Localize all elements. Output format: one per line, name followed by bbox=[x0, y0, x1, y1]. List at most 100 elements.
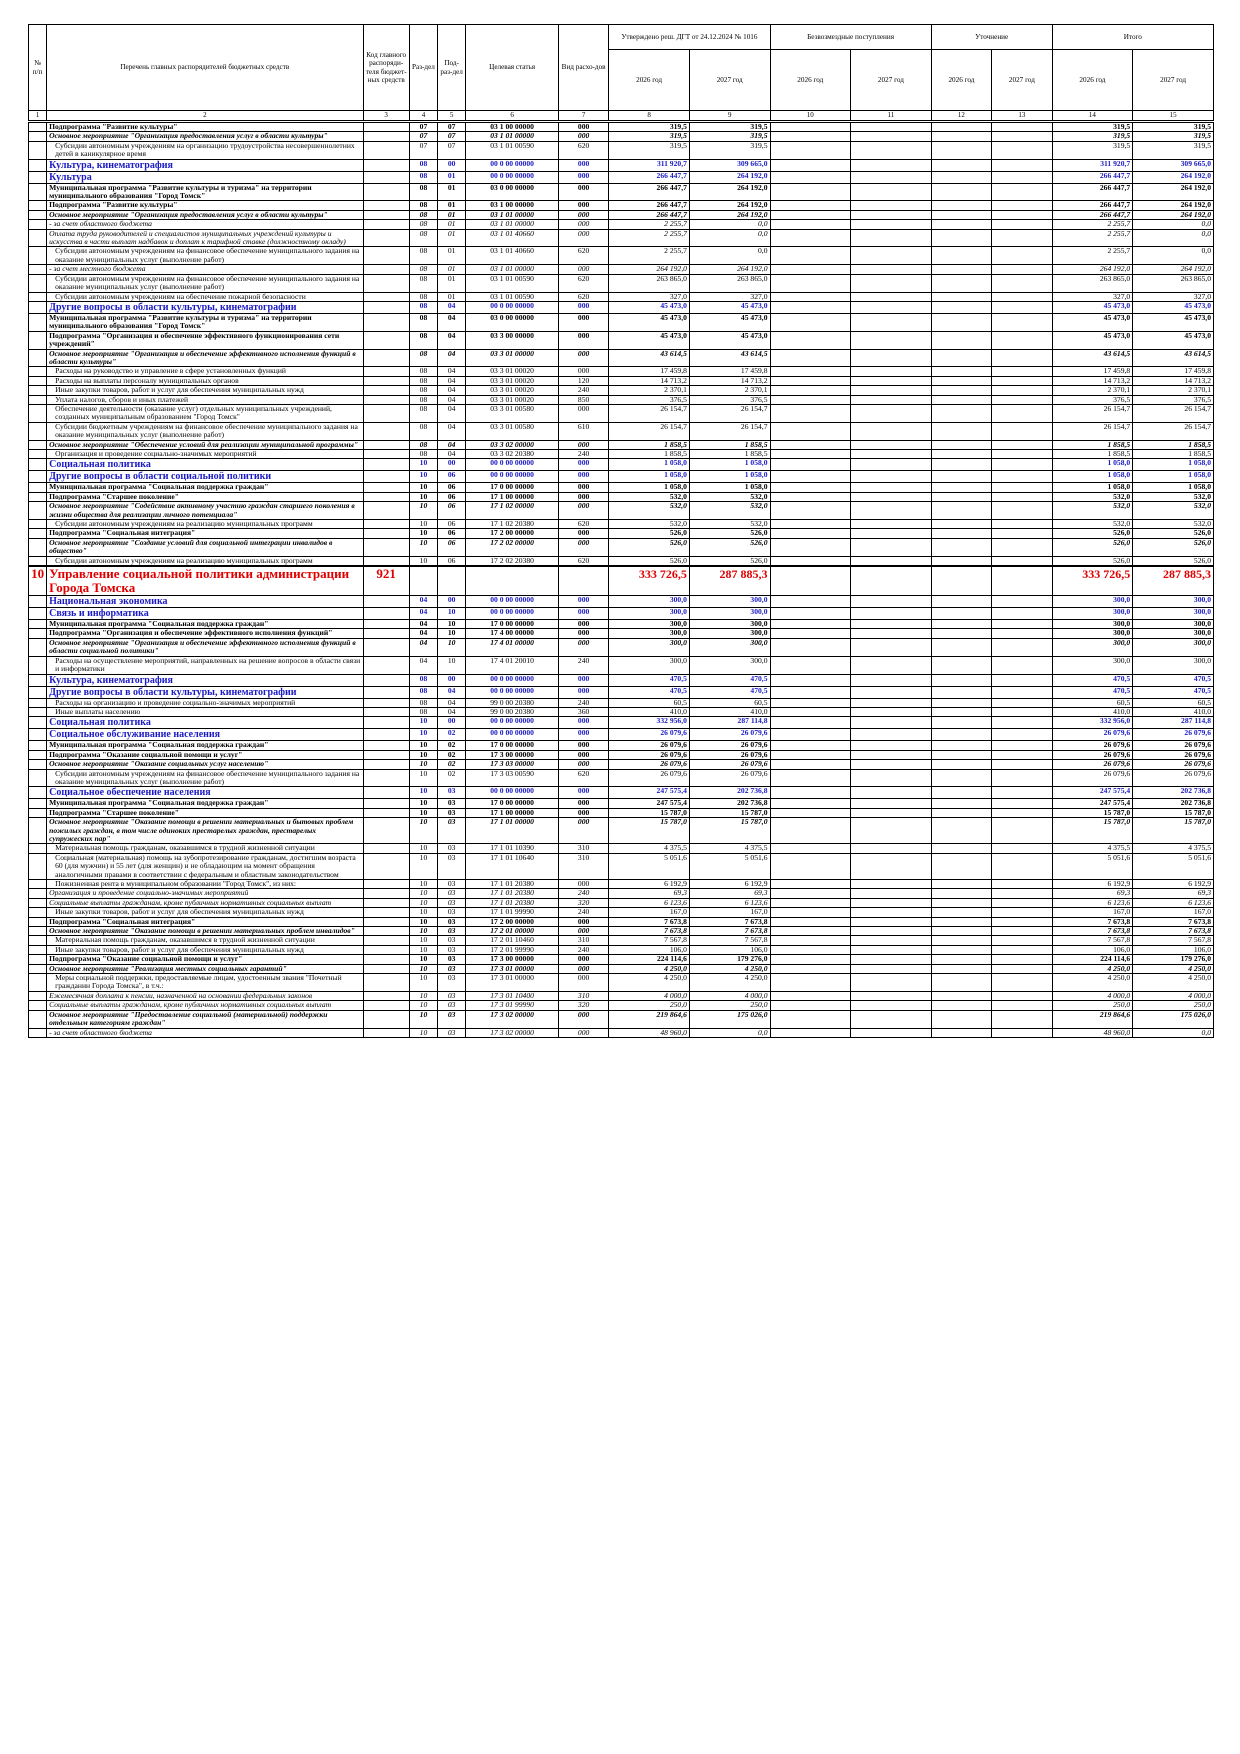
cell-podrazdel: 06 bbox=[437, 491, 467, 503]
cell-total-2026: 26 079,6 bbox=[1051, 749, 1134, 761]
cell-vid: 620 bbox=[557, 246, 610, 266]
cell-free-2027 bbox=[850, 273, 932, 293]
cell-total-2027: 167,0 bbox=[1132, 907, 1214, 918]
cell-free-2026 bbox=[769, 528, 852, 539]
cell-refine-2027 bbox=[991, 954, 1053, 965]
cell-name: Оплата труда руководителей и специалисто… bbox=[46, 228, 364, 248]
cell-approved-2026: 264 192,0 bbox=[608, 264, 690, 275]
table-row: Субсидии бюджетным учреждениям на финанс… bbox=[27, 421, 1214, 441]
cell-total-2027: 300,0 bbox=[1132, 655, 1214, 675]
cell-total-2027: 45 473,0 bbox=[1132, 330, 1214, 350]
cell-total-2027: 1 058,0 bbox=[1132, 482, 1214, 493]
cell-name: Субсидии автономным учреждениям на обесп… bbox=[46, 291, 364, 302]
cell-refine-2027 bbox=[991, 519, 1053, 530]
table-row: Культура 08 01 00 0 00 00000 000 266 447,7 264… bbox=[27, 170, 1214, 184]
table-row: Социальные выплаты гражданам, кроме публ… bbox=[27, 897, 1214, 909]
cell-total-2027: 4 000,0 bbox=[1132, 990, 1214, 1002]
table-row: Другие вопросы в области социальной поли… bbox=[27, 470, 1214, 484]
cell-total-2027: 264 192,0 bbox=[1132, 209, 1214, 221]
cell-approved-2026: 266 447,7 bbox=[608, 200, 690, 211]
cell-total-2026: 532,0 bbox=[1051, 501, 1134, 521]
cell-code bbox=[362, 759, 410, 770]
cell-free-2026 bbox=[769, 935, 852, 946]
cell-vid: 000 bbox=[557, 458, 610, 472]
cell-name: Основное мероприятие "Предоставление соц… bbox=[46, 1009, 364, 1029]
cell-refine-2027 bbox=[991, 182, 1053, 202]
cell-refine-2026 bbox=[930, 878, 993, 890]
cell-name: Социальная политика bbox=[46, 716, 364, 730]
cell-refine-2027 bbox=[991, 228, 1053, 248]
cell-vid: 310 bbox=[557, 990, 610, 1002]
cell-num bbox=[27, 817, 48, 845]
cell-vid: 000 bbox=[557, 528, 610, 539]
header-year-2027: 2027 год bbox=[850, 49, 932, 111]
cell-code: 921 bbox=[362, 565, 410, 597]
cell-total-2027: 6 192,9 bbox=[1132, 878, 1214, 890]
cell-total-2026: 263 865,0 bbox=[1051, 273, 1134, 293]
cell-podrazdel: 00 bbox=[437, 595, 467, 609]
header-approved: Утверждено реш. ДГТ от 24.12.2024 № 1016 bbox=[608, 24, 771, 50]
cell-approved-2027: 526,0 bbox=[688, 537, 771, 557]
cell-total-2026: 1 058,0 bbox=[1051, 470, 1134, 484]
cell-num bbox=[27, 403, 48, 423]
cell-num bbox=[27, 786, 48, 800]
cell-approved-2027: 410,0 bbox=[688, 706, 771, 718]
cell-code bbox=[362, 439, 410, 451]
table-row: Муниципальная программа "Развитие культу… bbox=[27, 312, 1214, 332]
cell-refine-2026 bbox=[930, 706, 993, 718]
cell-razdel: 10 bbox=[408, 482, 439, 493]
cell-name: Расходы на осуществление мероприятий, на… bbox=[46, 655, 364, 675]
cell-total-2027: 7 567,8 bbox=[1132, 935, 1214, 946]
cell-article: 17 3 03 00000 bbox=[465, 759, 559, 770]
header-article: Целевая статья bbox=[465, 24, 559, 111]
cell-refine-2027 bbox=[991, 1000, 1053, 1011]
cell-free-2026 bbox=[769, 200, 852, 211]
cell-total-2026: 2 255,7 bbox=[1051, 219, 1134, 230]
cell-num bbox=[27, 519, 48, 530]
cell-refine-2027 bbox=[991, 916, 1053, 928]
cell-vid: 000 bbox=[557, 954, 610, 965]
table-row: Ежемесячная доплата к пенсии, назначенно… bbox=[27, 990, 1214, 1002]
cell-approved-2027: 45 473,0 bbox=[688, 330, 771, 350]
cell-approved-2026: 26 154,7 bbox=[608, 421, 690, 441]
table-row: Подпрограмма "Развитие культуры" 08 01 03 1… bbox=[27, 200, 1214, 211]
cell-refine-2027 bbox=[991, 740, 1053, 751]
header-refine: Уточнение bbox=[930, 24, 1053, 50]
cell-total-2027: 4 250,0 bbox=[1132, 973, 1214, 992]
cell-total-2026: 1 858,5 bbox=[1051, 439, 1134, 451]
cell-podrazdel: 03 bbox=[437, 1027, 467, 1038]
cell-refine-2027 bbox=[991, 170, 1053, 184]
cell-article: 00 0 00 00000 bbox=[465, 786, 559, 800]
cell-vid: 000 bbox=[557, 749, 610, 761]
cell-razdel: 08 bbox=[408, 312, 439, 332]
cell-free-2026 bbox=[769, 501, 852, 521]
cell-article: 03 1 01 00590 bbox=[465, 273, 559, 293]
column-number: 1 bbox=[27, 110, 48, 123]
cell-name: Расходы на руководство и управление в сф… bbox=[46, 366, 364, 377]
cell-refine-2026 bbox=[930, 607, 993, 621]
cell-approved-2026: 410,0 bbox=[608, 706, 690, 718]
cell-vid: 000 bbox=[557, 209, 610, 221]
cell-refine-2026 bbox=[930, 330, 993, 350]
cell-vid: 000 bbox=[557, 482, 610, 493]
cell-refine-2026 bbox=[930, 749, 993, 761]
cell-approved-2026: 4 375,5 bbox=[608, 843, 690, 854]
header-year-2027: 2027 год bbox=[991, 49, 1053, 111]
cell-podrazdel: 01 bbox=[437, 200, 467, 211]
cell-razdel bbox=[408, 565, 439, 597]
cell-code bbox=[362, 209, 410, 221]
cell-free-2026 bbox=[769, 637, 852, 657]
cell-free-2026 bbox=[769, 385, 852, 396]
cell-num bbox=[27, 1027, 48, 1038]
cell-free-2026 bbox=[769, 706, 852, 718]
cell-code bbox=[362, 458, 410, 472]
cell-approved-2027: 0,0 bbox=[688, 246, 771, 266]
cell-refine-2026 bbox=[930, 182, 993, 202]
cell-refine-2027 bbox=[991, 628, 1053, 639]
cell-refine-2027 bbox=[991, 728, 1053, 742]
cell-total-2027: 532,0 bbox=[1132, 501, 1214, 521]
cell-num bbox=[27, 394, 48, 405]
cell-free-2027 bbox=[850, 954, 932, 965]
table-row: Подпрограмма "Старшее поколение" 10 03 17 1… bbox=[27, 807, 1214, 819]
cell-refine-2026 bbox=[930, 697, 993, 708]
